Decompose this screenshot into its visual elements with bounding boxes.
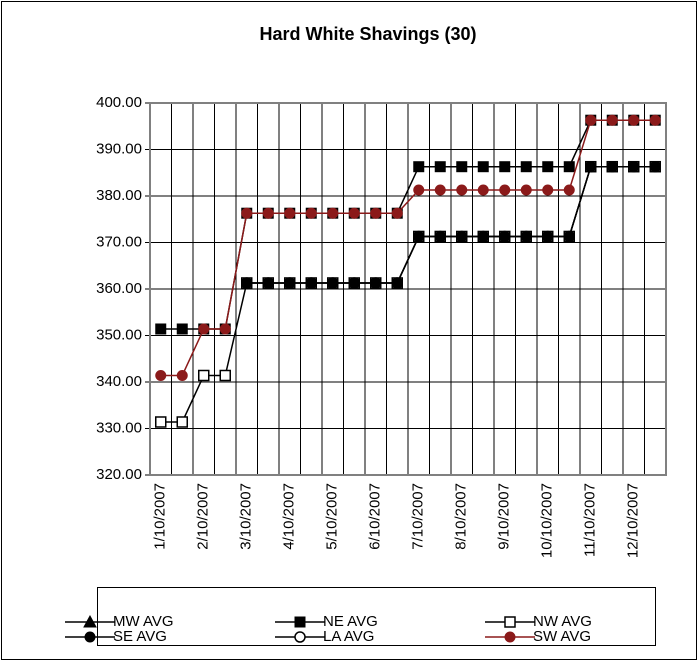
marker — [241, 277, 253, 289]
marker — [563, 230, 575, 242]
x-tick-label: 5/10/2007 — [324, 483, 341, 550]
marker — [327, 277, 339, 289]
marker — [520, 184, 532, 196]
marker — [563, 161, 575, 173]
marker — [413, 230, 425, 242]
marker — [348, 207, 360, 219]
x-tick-label: 1/10/2007 — [152, 483, 169, 550]
y-tick-label: 390.00 — [96, 140, 142, 157]
x-tick-label: 3/10/2007 — [238, 483, 255, 550]
marker — [499, 230, 511, 242]
marker — [305, 207, 317, 219]
y-tick-label: 400.00 — [96, 94, 142, 111]
marker — [434, 230, 446, 242]
x-tick-label: 11/10/2007 — [582, 483, 599, 557]
legend-box — [97, 587, 656, 646]
marker — [434, 161, 446, 173]
legend-marker — [84, 631, 96, 643]
marker — [284, 277, 296, 289]
marker — [606, 161, 618, 173]
x-tick-label: 8/10/2007 — [453, 483, 470, 550]
legend-label: NW AVG — [533, 613, 592, 630]
legend-marker — [294, 631, 306, 643]
marker — [477, 161, 489, 173]
marker — [563, 184, 575, 196]
marker — [155, 416, 167, 428]
y-tick-label: 370.00 — [96, 233, 142, 250]
y-tick-label: 360.00 — [96, 280, 142, 297]
x-tick-label: 10/10/2007 — [539, 483, 556, 558]
marker — [477, 230, 489, 242]
marker — [327, 207, 339, 219]
marker — [241, 207, 253, 219]
marker — [606, 114, 618, 126]
marker — [176, 416, 188, 428]
legend-label: SE AVG — [113, 628, 167, 645]
marker — [284, 207, 296, 219]
marker — [520, 161, 532, 173]
plot-frame — [149, 102, 667, 476]
legend-label: NE AVG — [323, 613, 378, 630]
marker — [434, 184, 446, 196]
legend-marker — [504, 616, 516, 628]
marker — [176, 369, 188, 381]
legend-marker — [83, 614, 97, 628]
x-tick-label: 2/10/2007 — [195, 483, 212, 550]
marker — [262, 207, 274, 219]
x-tick-label: 12/10/2007 — [625, 483, 642, 558]
y-tick-label: 330.00 — [96, 419, 142, 436]
legend-label: SW AVG — [533, 628, 591, 645]
marker — [628, 161, 640, 173]
marker — [499, 161, 511, 173]
legend-label: LA AVG — [323, 628, 374, 645]
marker — [391, 207, 403, 219]
marker — [499, 184, 511, 196]
y-tick-label: 380.00 — [96, 187, 142, 204]
legend-label: MW AVG — [113, 613, 174, 630]
series-line — [160, 119, 656, 377]
marker — [585, 114, 597, 126]
marker — [391, 277, 403, 289]
x-tick-label: 4/10/2007 — [281, 483, 298, 550]
marker — [456, 161, 468, 173]
y-tick-label: 340.00 — [96, 373, 142, 390]
y-tick-label: 320.00 — [96, 466, 142, 483]
marker — [542, 184, 554, 196]
marker — [456, 230, 468, 242]
marker — [477, 184, 489, 196]
marker — [262, 277, 274, 289]
x-tick-label: 6/10/2007 — [367, 483, 384, 550]
marker — [520, 230, 532, 242]
marker — [155, 369, 167, 381]
marker — [155, 323, 167, 335]
marker — [198, 369, 210, 382]
marker — [542, 230, 554, 242]
marker — [176, 323, 188, 335]
marker — [649, 114, 661, 126]
marker — [198, 323, 210, 335]
marker — [413, 161, 425, 173]
chart-title: Hard White Shavings (30) — [259, 24, 476, 44]
legend-marker — [504, 631, 516, 643]
marker — [219, 369, 231, 382]
marker — [413, 184, 425, 196]
marker — [370, 207, 382, 219]
legend-marker — [294, 616, 306, 628]
x-tick-label: 7/10/2007 — [410, 483, 427, 550]
y-tick-label: 350.00 — [96, 326, 142, 343]
marker — [219, 323, 231, 335]
marker — [649, 161, 661, 173]
marker — [628, 114, 640, 126]
marker — [585, 161, 597, 173]
marker — [348, 277, 360, 289]
marker — [542, 161, 554, 173]
marker — [456, 184, 468, 196]
marker — [305, 277, 317, 289]
x-tick-label: 9/10/2007 — [496, 483, 513, 550]
marker — [370, 277, 382, 289]
